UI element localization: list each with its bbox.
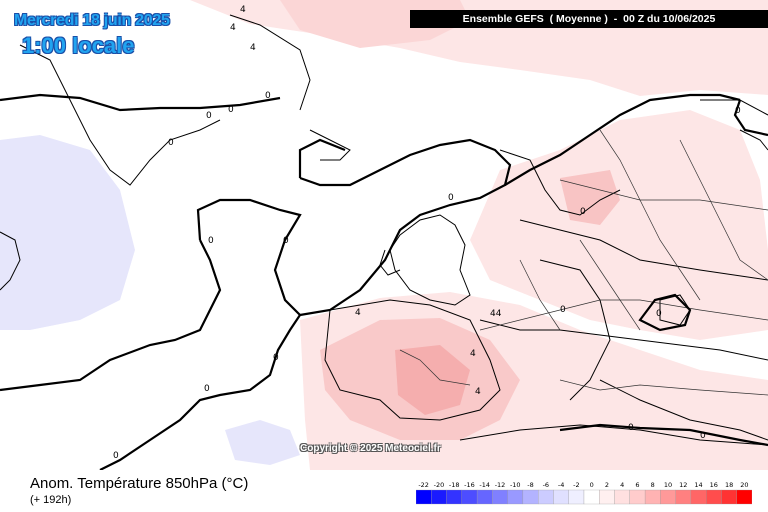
contour-label-layer: 4 4 0 0 0 0 0 0 0 0 4 0 44 4 4 4 0 0 0 0…: [113, 5, 741, 461]
legend-swatch: [416, 489, 432, 505]
legend-tick-label: 6: [635, 481, 639, 489]
contour-label: 0: [735, 106, 741, 116]
contour-label: 0: [656, 309, 662, 319]
legend-swatch: [629, 489, 646, 505]
contour-label: 0: [283, 236, 289, 246]
contour-label: 0: [628, 423, 634, 433]
contour-label: 0: [273, 353, 279, 363]
contour-label: 4: [475, 387, 481, 397]
contour-label: 4: [470, 349, 476, 359]
contour-label: 0: [204, 384, 210, 394]
legend-tick-label: 12: [679, 481, 687, 489]
legend-swatch: [461, 489, 478, 505]
legend-swatch: [476, 489, 493, 505]
contour-label: 44: [490, 309, 502, 319]
contour-label: 0: [113, 451, 119, 461]
zero-contours: [0, 93, 768, 470]
contour-label: 0: [265, 91, 271, 101]
legend-tick-label: 0: [590, 481, 594, 489]
legend-swatch: [721, 489, 737, 505]
contour-label: 4: [355, 308, 361, 318]
legend-tick-label: 2: [605, 481, 609, 489]
legend-swatch: [675, 489, 692, 505]
legend-swatch: [583, 489, 600, 505]
legend-swatch: [507, 489, 524, 505]
coastlines: [0, 14, 768, 446]
contour-label: 4: [250, 43, 256, 53]
legend-swatch: [492, 489, 508, 505]
color-legend: -22 -20 -18 -16 -14 -12 -10 -8 -6 -4 -2 0 2 4 6 8 10 12 14…: [416, 481, 752, 505]
contour-label: 0: [208, 236, 214, 246]
lead-time: (+ 192h): [30, 494, 72, 506]
legend-tick-label: -10: [510, 481, 521, 489]
contour-label: 0: [700, 431, 706, 441]
legend-tick-label: -4: [558, 481, 564, 489]
contour-label: 0: [580, 207, 586, 217]
legend-swatch: [690, 489, 707, 505]
legend-tick-label: 20: [740, 481, 748, 489]
legend-tick-label: 18: [725, 481, 733, 489]
run-banner: Ensemble GEFS ( Moyenne ) - 00 Z du 10/0…: [410, 10, 768, 28]
contour-label: 4: [230, 23, 236, 33]
legend-tick-label: 4: [620, 481, 624, 489]
contour-label: 0: [168, 138, 174, 148]
contour-label: 0: [206, 111, 212, 121]
legend-tick-label: -14: [479, 481, 490, 489]
field-title: Anom. Température 850hPa (°C): [30, 475, 249, 492]
legend-swatch: [660, 489, 676, 505]
legend-tick-label: -12: [495, 481, 506, 489]
copyright-notice: Copyright © 2025 Meteociel.fr: [300, 443, 441, 454]
legend-tick-label: -2: [573, 481, 579, 489]
legend-tick-label: -16: [464, 481, 475, 489]
legend-swatch: [644, 489, 661, 505]
legend-tick-label: 16: [710, 481, 718, 489]
legend-tick-label: 14: [694, 481, 702, 489]
legend-swatch: [522, 489, 539, 505]
legend-swatch: [614, 489, 630, 505]
valid-date: Mercredi 18 juin 2025: [14, 12, 170, 29]
country-borders: [399, 129, 768, 396]
anomaly-map: 4 4 0 0 0 0 0 0 0 0 4 0 44 4 4 4 0 0 0 0…: [0, 0, 768, 470]
contour-label: 0: [448, 193, 454, 203]
legend-swatch: [553, 489, 569, 505]
legend-tick-label: 10: [664, 481, 672, 489]
legend-swatch: [446, 489, 462, 505]
legend-swatch: [431, 489, 447, 505]
legend-tick-label: -22: [418, 481, 429, 489]
legend-swatch: [706, 489, 722, 505]
cold-anomaly-west: [0, 135, 135, 330]
contour-label: 0: [228, 105, 234, 115]
legend-swatch: [599, 489, 615, 505]
valid-time: 1:00 locale: [22, 33, 135, 58]
contour-label: 0: [560, 305, 566, 315]
legend-tick-label: -18: [449, 481, 460, 489]
contour-label: 4: [240, 5, 246, 15]
legend-swatch: [538, 489, 554, 505]
legend-swatch: [568, 489, 585, 505]
cold-anomaly-atlantic: [225, 420, 300, 465]
legend-tick-label: -20: [434, 481, 445, 489]
legend-swatch: [736, 489, 752, 505]
legend-tick-label: -8: [527, 481, 533, 489]
legend-tick-label: -6: [543, 481, 549, 489]
warm-anomaly-iberia-core: [395, 345, 470, 415]
legend-tick-label: 8: [651, 481, 655, 489]
